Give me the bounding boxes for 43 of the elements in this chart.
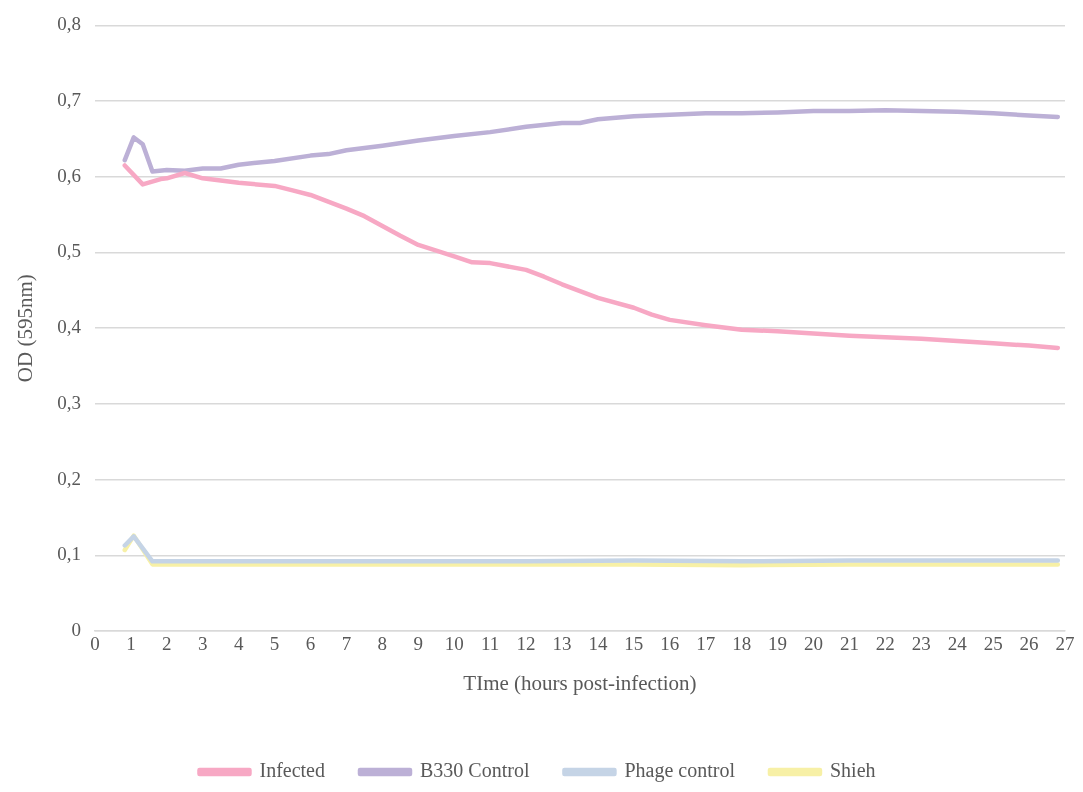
x-tick-label: 6 xyxy=(305,633,316,655)
x-axis-title: TIme (hours post-infection) xyxy=(463,670,697,695)
y-tick-label: 0,6 xyxy=(57,164,81,186)
y-axis-title: OD (595nm) xyxy=(13,274,38,383)
x-tick-label: 27 xyxy=(1055,633,1075,655)
x-tick-label: 0 xyxy=(90,633,100,655)
x-tick-label: 17 xyxy=(696,633,716,655)
x-tick-label: 12 xyxy=(516,633,536,655)
x-tick-label: 2 xyxy=(162,633,172,655)
y-tick-label: 0,3 xyxy=(57,391,81,413)
x-tick-label: 4 xyxy=(233,633,244,655)
x-tick-label: 14 xyxy=(588,633,608,655)
x-tick-label: 22 xyxy=(875,633,895,655)
x-tick-label: 3 xyxy=(197,633,208,655)
y-tick-label: 0,1 xyxy=(57,543,81,565)
y-tick-label: 0,4 xyxy=(57,316,82,338)
x-tick-label: 9 xyxy=(413,633,424,655)
x-tick-label: 25 xyxy=(983,633,1003,655)
x-tick-label: 13 xyxy=(552,633,572,655)
x-tick-label: 23 xyxy=(911,633,931,655)
legend-label: Infected xyxy=(259,759,325,782)
x-tick-label: 16 xyxy=(660,633,680,655)
x-tick-label: 8 xyxy=(377,633,388,655)
y-tick-label: 0,5 xyxy=(57,240,81,262)
y-tick-label: 0,8 xyxy=(57,13,81,35)
y-tick-label: 0,2 xyxy=(57,467,81,489)
x-tick-label: 24 xyxy=(947,633,968,655)
x-tick-label: 11 xyxy=(481,633,500,655)
y-tick-label: 0 xyxy=(71,618,81,640)
x-tick-label: 20 xyxy=(804,633,824,655)
x-tick-label: 15 xyxy=(624,633,644,655)
legend-label: B330 Control xyxy=(419,759,530,782)
x-tick-label: 7 xyxy=(341,633,352,655)
x-tick-label: 1 xyxy=(126,633,136,655)
x-tick-label: 18 xyxy=(732,633,752,655)
x-tick-label: 19 xyxy=(768,633,788,655)
x-tick-label: 26 xyxy=(1019,633,1039,655)
x-tick-label: 5 xyxy=(269,633,280,655)
y-tick-label: 0,7 xyxy=(57,89,81,111)
legend-label: Shieh xyxy=(829,759,876,782)
x-tick-label: 21 xyxy=(839,633,859,655)
x-tick-label: 10 xyxy=(444,633,464,655)
legend-label: Phage control xyxy=(624,759,736,783)
